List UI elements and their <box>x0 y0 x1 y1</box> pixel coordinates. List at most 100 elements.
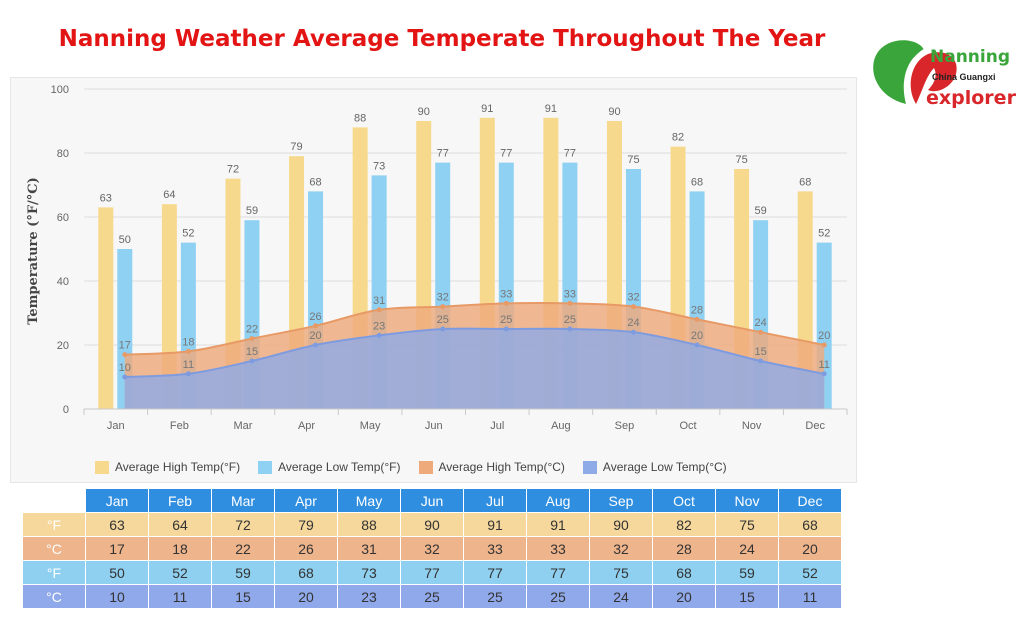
data-label-high-c: 33 <box>500 288 512 300</box>
data-label-high-f: 91 <box>481 103 493 115</box>
y-tick-label: 80 <box>57 148 69 160</box>
legend-label: Average Low Temp(°F) <box>278 460 401 474</box>
table-cell: 73 <box>338 561 400 584</box>
data-label-high-f: 91 <box>545 103 557 115</box>
row-label: °F <box>23 513 85 536</box>
table-cell: 23 <box>338 585 400 608</box>
data-label-low-f: 68 <box>691 176 703 188</box>
area-high-c-point <box>185 348 191 354</box>
table-cell: 33 <box>527 537 589 560</box>
x-tick-label: Nov <box>742 420 762 432</box>
data-labels: 63 64 72 79 88 90 91 91 90 82 75 68 50 52 59 68 73 77 77 77… <box>100 103 831 374</box>
row-label: °F <box>23 561 85 584</box>
table-month: Aug <box>527 489 589 512</box>
row-label: °C <box>23 537 85 560</box>
table-row-high-f: °F 63 64 72 79 88 90 91 91 90 82 75 68 <box>23 513 841 536</box>
table-cell: 20 <box>779 537 841 560</box>
table-month: Jun <box>401 489 463 512</box>
data-label-low-f: 59 <box>755 205 767 217</box>
legend-item-high-f[interactable]: Average High Temp(°F) <box>95 460 240 474</box>
data-label-high-c: 24 <box>755 317 767 329</box>
area-high-c-point <box>122 352 128 358</box>
table-month: May <box>338 489 400 512</box>
data-label-high-f: 64 <box>163 189 175 201</box>
legend-swatch <box>418 460 433 474</box>
legend-swatch <box>582 460 597 474</box>
area-low-c-point <box>567 326 573 332</box>
data-label-high-c: 32 <box>437 292 449 304</box>
table-cell: 64 <box>149 513 211 536</box>
data-label-low-f: 77 <box>500 148 512 160</box>
data-label-low-c: 25 <box>500 314 512 326</box>
table-month: Apr <box>275 489 337 512</box>
data-label-low-c: 15 <box>755 346 767 358</box>
data-label-low-c: 24 <box>627 317 639 329</box>
data-label-high-f: 88 <box>354 112 366 124</box>
table-cell: 17 <box>86 537 148 560</box>
data-label-low-f: 68 <box>309 176 321 188</box>
bar-high-f <box>98 207 114 409</box>
y-tick-label: 20 <box>57 340 69 352</box>
table-month: Jul <box>464 489 526 512</box>
table-header-row: Jan Feb Mar Apr May Jun Jul Aug Sep Oct … <box>23 489 841 512</box>
data-label-high-f: 79 <box>290 141 302 153</box>
table-row-high-c: °C 17 18 22 26 31 32 33 33 32 28 24 20 <box>23 537 841 560</box>
table-cell: 11 <box>149 585 211 608</box>
legend-swatch <box>258 460 273 474</box>
table-cell: 91 <box>527 513 589 536</box>
area-series <box>122 300 827 409</box>
data-label-high-c: 18 <box>182 336 194 348</box>
legend-item-low-c[interactable]: Average Low Temp(°C) <box>582 460 727 474</box>
table-cell: 24 <box>716 537 778 560</box>
table-cell: 59 <box>212 561 274 584</box>
chart-panel: 0 20 40 60 80 100 Jan Feb Mar Apr May Jun Jul Aug Sep O… <box>10 77 857 483</box>
data-label-low-c: 25 <box>564 314 576 326</box>
x-tick-label: Jul <box>490 420 504 432</box>
table-cell: 50 <box>86 561 148 584</box>
table-cell: 77 <box>527 561 589 584</box>
table-cell: 32 <box>590 537 652 560</box>
table-cell: 68 <box>275 561 337 584</box>
table-cell: 32 <box>401 537 463 560</box>
data-label-low-c: 23 <box>373 320 385 332</box>
table-cell: 52 <box>149 561 211 584</box>
table-cell: 63 <box>86 513 148 536</box>
temperature-chart: 0 20 40 60 80 100 Jan Feb Mar Apr May Jun Jul Aug Sep O… <box>26 84 848 432</box>
table-corner <box>23 489 85 512</box>
y-tick-label: 0 <box>63 404 69 416</box>
table-cell: 72 <box>212 513 274 536</box>
table-month: Jan <box>86 489 148 512</box>
x-tick-label: Oct <box>679 420 696 432</box>
data-label-high-f: 90 <box>608 106 620 118</box>
legend-label: Average Low Temp(°C) <box>602 460 727 474</box>
data-label-low-c: 10 <box>119 362 131 374</box>
x-tick-label: Aug <box>551 420 571 432</box>
table-cell: 11 <box>779 585 841 608</box>
axes: 0 20 40 60 80 100 Jan Feb Mar Apr May Jun Jul Aug Sep O… <box>51 84 848 432</box>
table-cell: 24 <box>590 585 652 608</box>
data-label-high-c: 28 <box>691 304 703 316</box>
legend-item-low-f[interactable]: Average Low Temp(°F) <box>258 460 401 474</box>
legend-item-high-c[interactable]: Average High Temp(°C) <box>418 460 565 474</box>
area-low-c-point <box>503 326 509 332</box>
x-tick-label: Feb <box>170 420 189 432</box>
data-label-low-c: 20 <box>691 330 703 342</box>
data-label-low-c: 11 <box>183 359 194 371</box>
data-label-high-c: 31 <box>373 295 385 307</box>
area-high-c-point <box>821 342 827 348</box>
y-tick-label: 100 <box>51 84 69 96</box>
x-tick-label: Jan <box>107 420 125 432</box>
table-cell: 52 <box>779 561 841 584</box>
table-cell: 90 <box>401 513 463 536</box>
row-label: °C <box>23 585 85 608</box>
data-label-high-c: 33 <box>564 288 576 300</box>
data-label-low-c: 25 <box>437 314 449 326</box>
data-label-low-c: 15 <box>246 346 258 358</box>
data-label-high-c: 26 <box>309 311 321 323</box>
data-label-low-f: 77 <box>564 148 576 160</box>
x-tick-label: Apr <box>298 420 315 432</box>
y-tick-label: 60 <box>57 212 69 224</box>
area-low-c-point <box>122 374 128 380</box>
x-tick-label: Jun <box>425 420 443 432</box>
temperature-table: Jan Feb Mar Apr May Jun Jul Aug Sep Oct … <box>22 488 842 609</box>
